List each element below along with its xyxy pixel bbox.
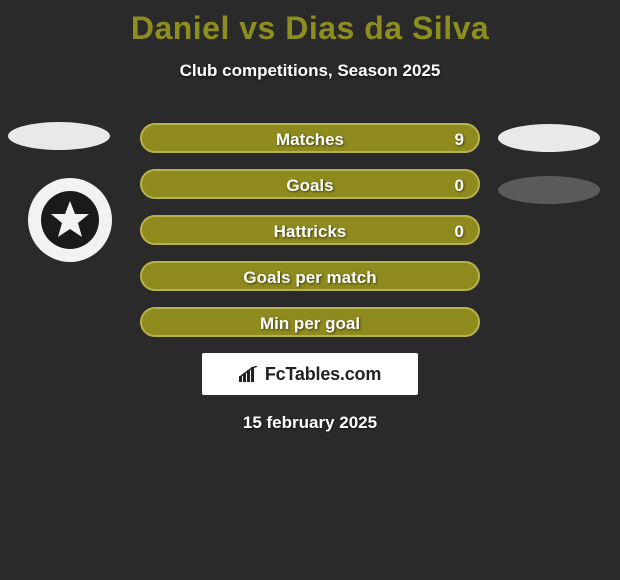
club-badge-outer (28, 178, 112, 262)
date-text: 15 february 2025 (0, 413, 620, 433)
bar-chart-icon (239, 366, 259, 382)
stat-value-right: 0 (455, 171, 464, 197)
stat-row-hattricks: Hattricks 0 (140, 215, 480, 245)
stat-label: Goals per match (142, 263, 478, 289)
star-icon (48, 198, 92, 242)
page-title: Daniel vs Dias da Silva (0, 0, 620, 47)
stat-label: Goals (142, 171, 478, 197)
player-right-placeholder-2 (498, 176, 600, 204)
player-right-placeholder-1 (498, 124, 600, 152)
club-badge-inner (41, 191, 99, 249)
stat-label: Min per goal (142, 309, 478, 335)
stat-value-right: 9 (455, 125, 464, 151)
stat-row-goals: Goals 0 (140, 169, 480, 199)
brand-logo-box: FcTables.com (202, 353, 418, 395)
club-badge-left (20, 178, 120, 264)
stat-value-right: 0 (455, 217, 464, 243)
stat-row-matches: Matches 9 (140, 123, 480, 153)
stat-label: Matches (142, 125, 478, 151)
subtitle: Club competitions, Season 2025 (0, 61, 620, 81)
stat-label: Hattricks (142, 217, 478, 243)
stat-row-goals-per-match: Goals per match (140, 261, 480, 291)
player-left-placeholder (8, 122, 110, 150)
stat-row-min-per-goal: Min per goal (140, 307, 480, 337)
brand-logo-text: FcTables.com (265, 364, 381, 385)
comparison-card: Daniel vs Dias da Silva Club competition… (0, 0, 620, 580)
